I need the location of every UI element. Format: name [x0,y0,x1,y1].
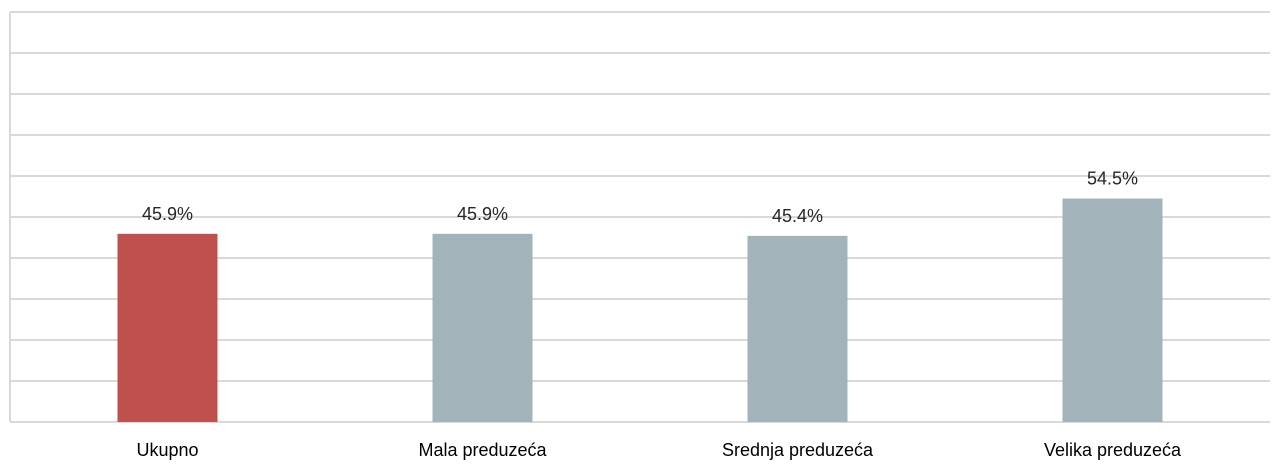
data-label-2: 45.9% [457,204,508,224]
bars [117,198,1163,422]
x-axis-tick-labels: Ukupno Mala preduzeća Srednja preduzeća Vel… [136,440,1182,460]
bar-3 [747,235,848,422]
gridlines [9,11,1270,423]
x-tick-label-1: Ukupno [136,440,198,460]
x-tick-label-4: Velika preduzeća [1044,440,1182,460]
bar-2 [432,233,533,422]
data-label-3: 45.4% [772,206,823,226]
bar-1 [117,233,218,422]
bar-4 [1062,198,1163,422]
data-label-4: 54.5% [1087,169,1138,189]
data-label-1: 45.9% [142,204,193,224]
x-tick-label-3: Srednja preduzeća [722,440,874,460]
x-tick-label-2: Mala preduzeća [418,440,547,460]
data-labels: 45.9% 45.9% 45.4% 54.5% [142,169,1138,226]
